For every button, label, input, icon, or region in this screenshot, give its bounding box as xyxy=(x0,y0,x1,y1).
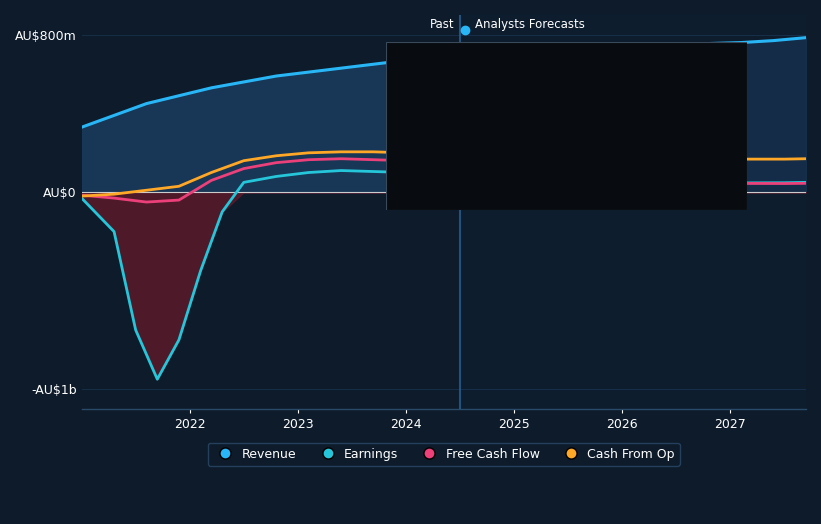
Bar xyxy=(460,15,806,409)
Legend: Revenue, Earnings, Free Cash Flow, Cash From Op: Revenue, Earnings, Free Cash Flow, Cash … xyxy=(208,443,680,465)
FancyBboxPatch shape xyxy=(386,42,747,210)
Text: AU$715.370m /yr: AU$715.370m /yr xyxy=(556,89,654,99)
Text: Analysts Forecasts: Analysts Forecasts xyxy=(475,18,585,31)
Text: Past: Past xyxy=(430,18,455,31)
Text: Free Cash Flow: Free Cash Flow xyxy=(401,156,484,166)
Text: Earnings: Earnings xyxy=(401,123,449,133)
Text: AU$185.656m /yr: AU$185.656m /yr xyxy=(556,190,654,200)
Text: Revenue: Revenue xyxy=(401,89,449,99)
Text: Jun 30 2024: Jun 30 2024 xyxy=(401,59,484,72)
Text: Cash From Op: Cash From Op xyxy=(401,190,478,200)
Text: AU$76.753m /yr: AU$76.753m /yr xyxy=(556,123,647,133)
Text: AU$137.416m /yr: AU$137.416m /yr xyxy=(556,156,654,166)
